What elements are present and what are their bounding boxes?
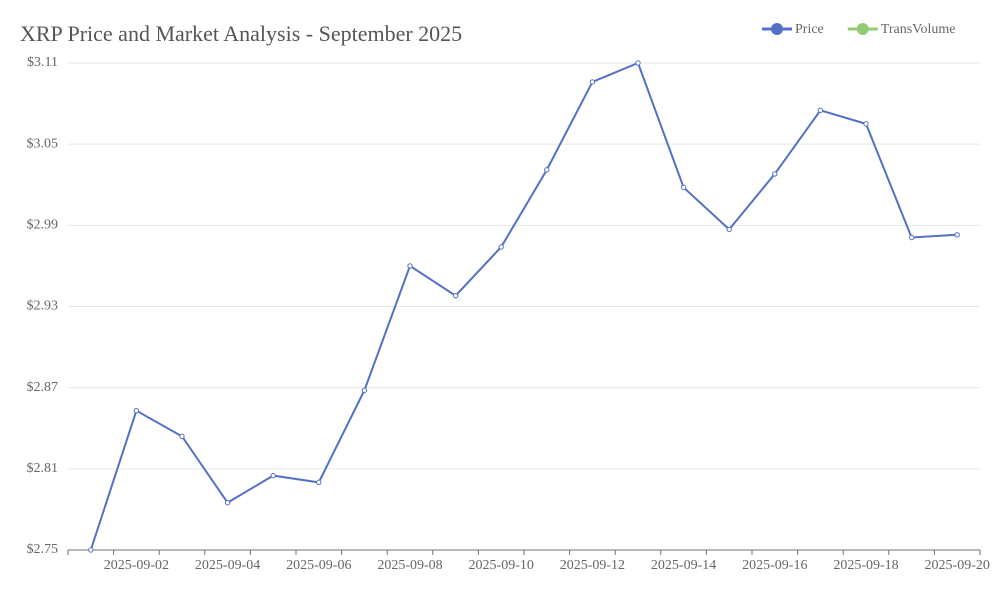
x-tick-label: 2025-09-12 xyxy=(560,558,625,573)
data-point xyxy=(954,232,960,238)
x-tick-label: 2025-09-10 xyxy=(469,558,534,573)
legend-label: TransVolume xyxy=(881,22,956,37)
legend-swatch-dot xyxy=(771,23,783,35)
data-point xyxy=(635,60,641,66)
data-point xyxy=(224,499,231,506)
data-point xyxy=(544,167,550,173)
data-point xyxy=(270,472,276,479)
data-point xyxy=(498,244,504,250)
x-tick-label: 2025-09-20 xyxy=(925,558,990,573)
data-point xyxy=(88,547,94,553)
data-point xyxy=(407,263,413,269)
data-point xyxy=(361,387,368,394)
data-point xyxy=(817,107,824,114)
y-tick-label: $2.93 xyxy=(27,299,59,314)
data-point xyxy=(908,234,915,241)
y-tick-label: $2.75 xyxy=(27,542,59,557)
y-tick-label: $3.05 xyxy=(27,136,59,151)
legend-swatch-dot xyxy=(856,23,869,35)
data-point xyxy=(726,226,732,233)
data-point xyxy=(772,171,778,177)
data-point xyxy=(133,407,140,414)
x-tick-label: 2025-09-06 xyxy=(286,558,351,573)
x-tick-label: 2025-09-14 xyxy=(651,558,716,573)
data-point xyxy=(589,79,596,85)
x-tick-label: 2025-09-08 xyxy=(377,558,442,573)
legend-label: Price xyxy=(795,22,824,37)
y-tick-label: $2.99 xyxy=(27,218,59,233)
data-point xyxy=(863,121,869,127)
y-tick-label: $2.87 xyxy=(27,380,59,395)
x-tick-label: 2025-09-16 xyxy=(742,558,807,573)
y-tick-label: $2.81 xyxy=(27,461,59,476)
data-point xyxy=(316,479,322,486)
data-point xyxy=(680,184,687,191)
data-point xyxy=(179,433,185,440)
x-tick-label: 2025-09-18 xyxy=(833,558,898,573)
y-tick-label: $3.11 xyxy=(27,55,58,70)
x-tick-label: 2025-09-02 xyxy=(104,558,169,573)
chart-title: XRP Price and Market Analysis - Septembe… xyxy=(20,21,462,46)
data-point xyxy=(452,292,459,299)
series-line xyxy=(89,61,958,551)
x-tick-label: 2025-09-04 xyxy=(195,558,260,573)
